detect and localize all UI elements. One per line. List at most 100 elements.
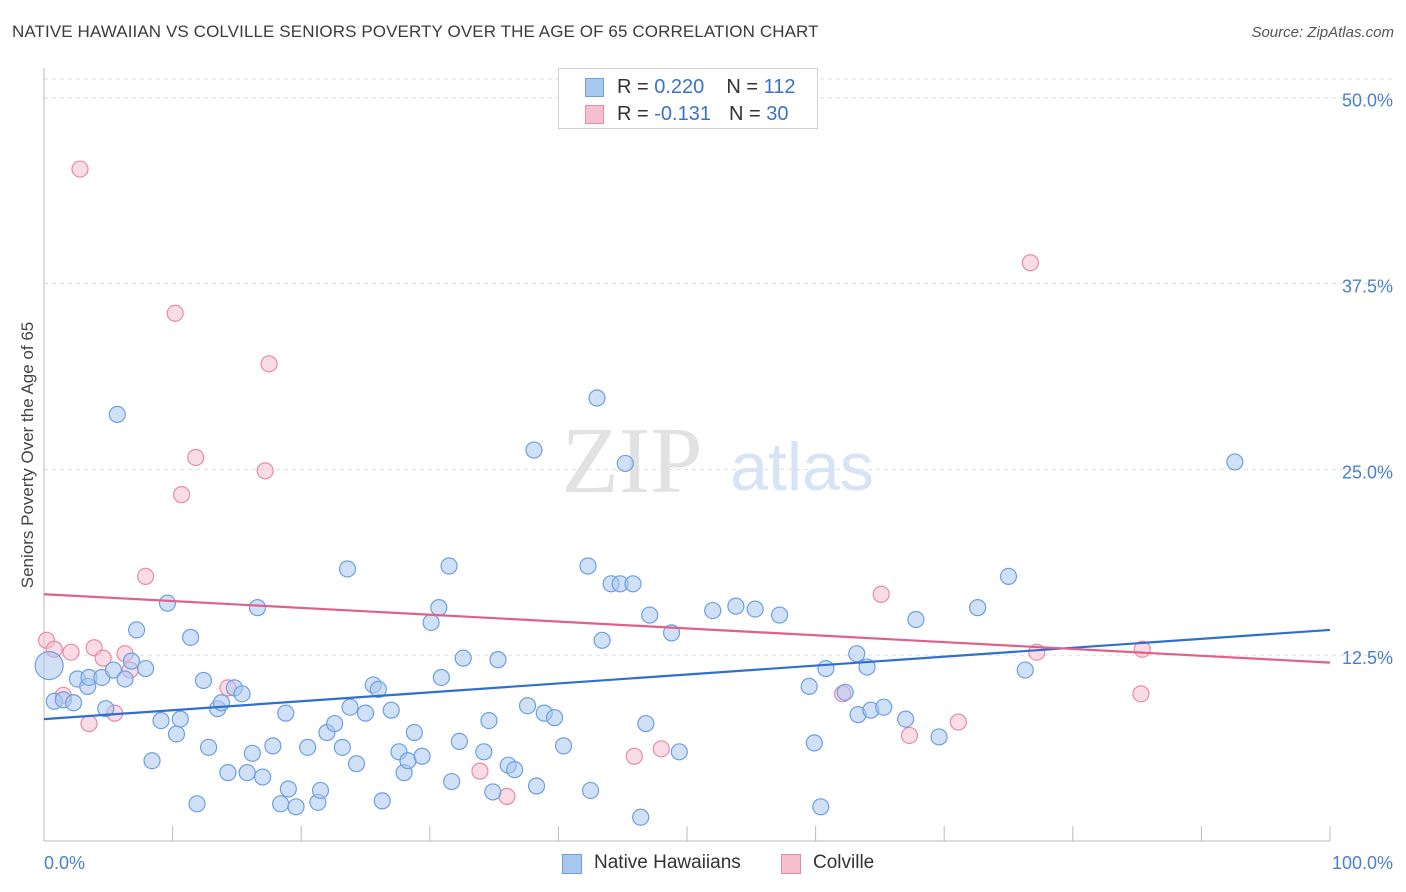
data-point xyxy=(527,777,546,795)
series-legend-label: Native Hawaiians xyxy=(594,852,741,873)
data-point xyxy=(545,709,564,727)
data-point xyxy=(471,762,489,780)
data-point xyxy=(443,772,461,791)
x-tick-label: 100.0% xyxy=(1332,853,1393,873)
data-point xyxy=(116,670,134,688)
data-point xyxy=(1226,453,1244,471)
data-point xyxy=(194,671,213,690)
data-point xyxy=(369,680,387,698)
x-tick-label: 0.0% xyxy=(44,853,85,873)
data-point xyxy=(554,737,573,755)
data-point xyxy=(498,787,516,806)
data-point xyxy=(652,740,670,758)
data-point xyxy=(338,560,357,578)
data-point xyxy=(480,711,498,730)
data-point xyxy=(616,454,634,473)
data-point xyxy=(136,659,155,678)
data-point xyxy=(143,752,161,770)
data-point xyxy=(727,597,745,615)
data-point xyxy=(800,677,818,696)
data-point xyxy=(248,599,267,617)
data-point xyxy=(64,694,83,712)
data-point xyxy=(588,389,606,407)
y-tick-label: 12.5% xyxy=(1342,648,1393,668)
trend-line xyxy=(43,628,1331,721)
data-point xyxy=(484,783,502,801)
data-point xyxy=(930,728,948,746)
data-point xyxy=(243,744,261,762)
data-point xyxy=(1016,661,1034,679)
data-point xyxy=(430,599,448,617)
data-point xyxy=(287,798,305,816)
data-point xyxy=(506,761,524,779)
series-legend-swatch-pink xyxy=(781,854,801,874)
data-point xyxy=(632,808,650,826)
data-point xyxy=(746,600,764,618)
legend-r-label: R = xyxy=(617,76,655,98)
data-point xyxy=(80,714,98,733)
data-point xyxy=(704,601,722,620)
data-point xyxy=(770,606,789,624)
data-point xyxy=(907,610,925,629)
y-tick-label: 50.0% xyxy=(1342,91,1393,111)
data-point xyxy=(817,659,835,678)
data-point xyxy=(326,714,344,733)
data-point xyxy=(373,792,391,810)
data-point xyxy=(440,557,458,575)
series-legend: Native Hawaiians Colville xyxy=(0,852,1406,878)
axes xyxy=(43,68,1331,842)
data-point xyxy=(71,160,89,178)
data-point xyxy=(670,743,688,761)
data-point xyxy=(454,649,472,667)
data-point xyxy=(450,732,468,751)
data-point xyxy=(219,764,237,782)
data-point xyxy=(187,448,205,467)
data-point xyxy=(34,650,64,681)
data-point xyxy=(518,697,537,715)
legend-n-value: 30 xyxy=(766,103,789,125)
data-point xyxy=(848,645,866,663)
series-legend-label: Colville xyxy=(813,852,875,873)
data-point xyxy=(62,643,80,661)
data-point xyxy=(405,723,423,742)
legend-r-value: 0.220 xyxy=(654,76,705,98)
data-point xyxy=(489,651,507,669)
data-point xyxy=(1132,685,1150,703)
y-tick-label: 25.0% xyxy=(1342,462,1393,482)
legend-swatch-blue xyxy=(585,78,604,97)
data-point xyxy=(127,621,146,639)
data-point xyxy=(969,599,987,617)
data-point xyxy=(272,795,290,813)
data-point xyxy=(341,698,359,716)
data-point xyxy=(182,628,200,646)
data-point xyxy=(299,738,317,756)
legend: R = 0.220 N = 112 R = -0.131 N = 30 xyxy=(558,68,818,129)
legend-n-label: N = xyxy=(726,76,764,98)
watermark: ZIP atlas xyxy=(562,409,874,513)
legend-r-label: R = xyxy=(617,103,655,125)
data-point xyxy=(347,755,366,773)
data-point xyxy=(475,743,493,761)
data-point xyxy=(167,725,186,743)
data-point xyxy=(525,441,543,459)
y-tick-label: 37.5% xyxy=(1342,277,1393,297)
y-tick-labels: 12.5% 25.0% 37.5% 50.0% xyxy=(1342,91,1393,668)
data-point xyxy=(875,698,893,716)
data-point xyxy=(173,486,191,504)
y-axis-label: Seniors Poverty Over the Age of 65 xyxy=(18,321,37,589)
data-point xyxy=(432,668,450,687)
data-point xyxy=(579,557,597,575)
data-point xyxy=(104,661,123,679)
x-tick-labels: 0.0% 100.0% xyxy=(44,853,1393,873)
data-point xyxy=(812,798,830,816)
data-point xyxy=(413,747,431,765)
data-point xyxy=(625,747,643,765)
data-point xyxy=(399,752,417,770)
data-point xyxy=(593,631,611,649)
data-point xyxy=(872,585,890,603)
data-point xyxy=(254,768,272,786)
data-point xyxy=(212,694,231,712)
data-point xyxy=(949,713,967,731)
legend-r-value: -0.131 xyxy=(654,103,711,125)
data-point xyxy=(624,575,642,593)
